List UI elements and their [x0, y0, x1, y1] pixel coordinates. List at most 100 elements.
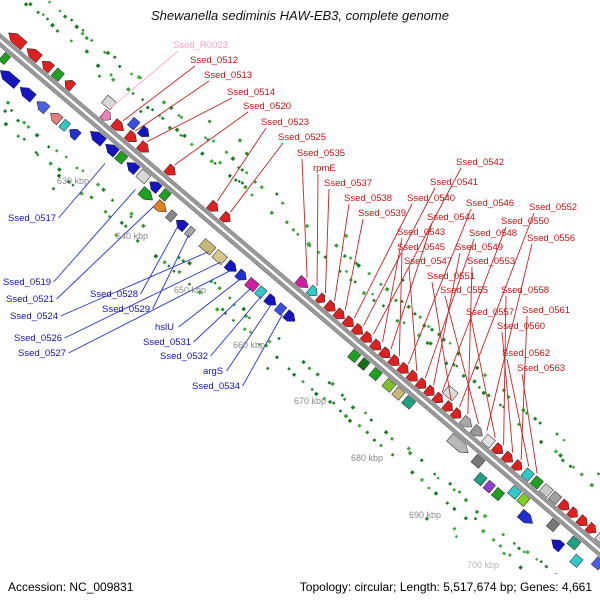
gene-glyph [135, 168, 152, 185]
gene-glyph [323, 299, 336, 312]
gene-glyph [254, 285, 268, 299]
gene-glyph [490, 442, 504, 455]
gene-glyph [198, 238, 217, 256]
leader-line [68, 270, 231, 354]
gene-glyph [473, 472, 488, 487]
leader-line [363, 187, 436, 326]
gene-glyph [545, 517, 561, 533]
gene-glyph [137, 186, 153, 201]
leader-line [108, 50, 179, 110]
gene-glyph [387, 354, 400, 366]
gene-glyph [449, 407, 462, 419]
gene-glyph [149, 181, 163, 194]
gene-glyph [507, 484, 522, 500]
gene-glyph [36, 101, 51, 115]
gene-glyph [19, 87, 37, 103]
gene-glyph [282, 309, 296, 322]
gene-glyph [50, 67, 65, 82]
leader-line [58, 163, 106, 219]
accession-text: Accession: NC_009831 [8, 580, 134, 594]
gene-glyph [381, 377, 397, 393]
leader-line [178, 278, 241, 328]
leader-line [344, 218, 364, 311]
gene-glyph [469, 424, 483, 437]
gene-glyph [244, 276, 260, 293]
leader-line [56, 205, 155, 300]
leader-line [229, 142, 284, 213]
leader-line [210, 296, 262, 357]
leader-line [147, 97, 233, 143]
leader-line [467, 266, 473, 415]
gene-glyph [105, 144, 120, 158]
gene-glyphs [0, 32, 600, 589]
map-title: Shewanella sediminis HAW-EB3, complete g… [151, 8, 449, 23]
leader-line [372, 167, 462, 335]
leader-line [152, 234, 190, 310]
gene-glyph [481, 433, 496, 449]
gene-glyph [405, 369, 418, 382]
gene-glyph [175, 219, 189, 233]
gene-glyph [516, 492, 531, 507]
leader-line [444, 295, 479, 424]
gene-glyph [50, 113, 64, 126]
gene-glyph [431, 391, 443, 404]
gene-glyph [423, 384, 435, 397]
gene-glyph [584, 521, 597, 534]
gene-glyph [69, 128, 82, 141]
gene-glyph [136, 140, 150, 153]
gene-glyph [594, 530, 600, 545]
gene-glyph [123, 129, 137, 143]
gene-glyph [441, 400, 453, 412]
gene-glyph [569, 553, 584, 568]
gene-glyph [538, 483, 554, 498]
gene-glyph [347, 348, 362, 363]
gene-glyph [136, 125, 150, 138]
leader-line [506, 358, 530, 467]
gene-glyph [446, 433, 469, 454]
gene-glyph [490, 486, 506, 502]
gene-glyph [566, 535, 582, 551]
gene-glyph [359, 330, 373, 343]
gene-glyph [590, 556, 600, 571]
leader-line [60, 251, 209, 317]
leader-line [382, 237, 403, 343]
gene-glyph [350, 323, 364, 335]
gene-glyph [41, 61, 55, 74]
leader-line [334, 203, 350, 302]
gene-glyph [26, 48, 43, 64]
genome-info-text: Topology: circular; Length: 5,517,674 bp… [299, 580, 592, 594]
gene-glyph [482, 479, 496, 494]
leader-line [431, 281, 452, 401]
gene-glyph [414, 377, 427, 389]
leader-line [441, 226, 507, 393]
gene-glyph [566, 506, 578, 518]
gene-glyph [110, 118, 124, 132]
gene-glyph [273, 302, 288, 316]
gene-glyph [516, 508, 533, 524]
gene-glyph [58, 118, 71, 132]
leader-line [486, 243, 533, 431]
leader-line [64, 261, 221, 339]
leader-line [503, 295, 507, 445]
gene-glyph [551, 539, 566, 553]
leader-line [174, 111, 249, 166]
leader-line [216, 127, 267, 202]
gene-glyph [263, 293, 277, 306]
leader-line [398, 252, 403, 357]
gene-glyph [315, 292, 326, 304]
gene-glyph [378, 346, 391, 359]
gene-glyph [369, 338, 382, 351]
leader-line [459, 212, 535, 408]
gene-glyph [529, 475, 544, 490]
leader-line [424, 238, 475, 379]
gene-glyph [391, 386, 406, 401]
leader-line [353, 203, 413, 319]
leader-line [301, 158, 308, 278]
gene-glyph [357, 357, 371, 371]
leader-line [390, 222, 433, 350]
